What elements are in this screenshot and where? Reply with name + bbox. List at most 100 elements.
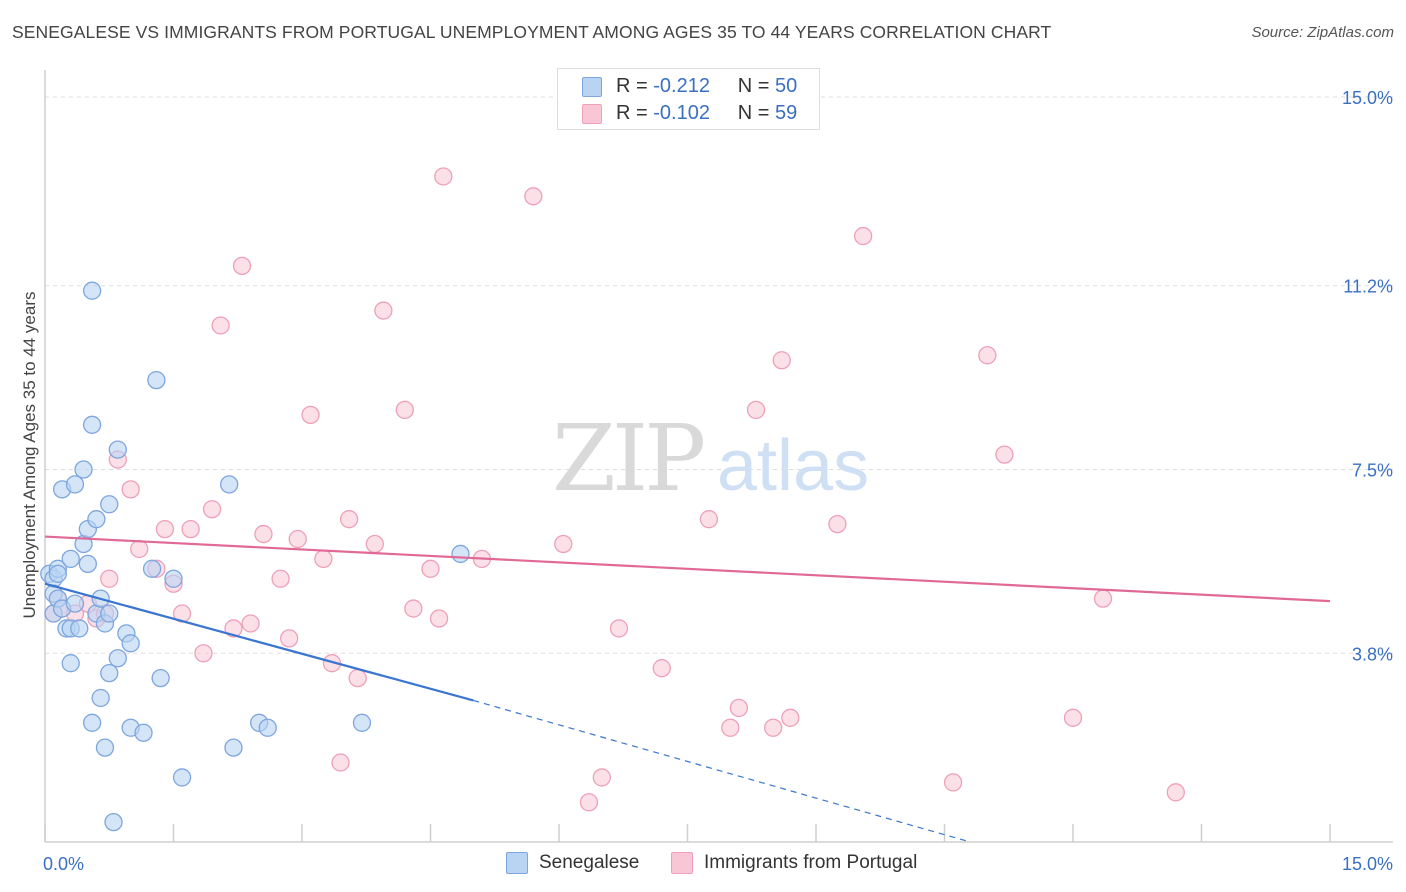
legend-n-label: N =	[737, 75, 770, 97]
trendline-portugal	[44, 535, 1331, 603]
grid-lines	[45, 96, 1393, 654]
point-portugal-42	[579, 793, 599, 812]
point-senegalese-9	[61, 549, 80, 569]
point-portugal-36	[421, 559, 440, 578]
tick-labels: 3.8% 7.5% 11.2% 15.0% 0.0% 15.0%	[43, 88, 1393, 874]
point-portugal-23	[271, 569, 290, 588]
chart-title: SENEGALESE VS IMMIGRANTS FROM PORTUGAL U…	[12, 22, 1052, 42]
y-tick-label-3: 15.0%	[1342, 88, 1393, 108]
point-portugal-47	[721, 718, 740, 737]
point-senegalese-37	[134, 723, 153, 742]
point-portugal-7	[100, 569, 119, 588]
legend-n-value-senegalese: 50	[775, 75, 798, 97]
point-portugal-16	[194, 644, 213, 663]
correlation-legend: R = -0.212 N = 50 R = -0.102 N = 59	[557, 68, 820, 130]
point-senegalese-22	[87, 510, 106, 529]
legend-r-value-portugal: -0.102	[653, 102, 710, 124]
point-senegalese-24	[91, 688, 110, 708]
point-portugal-54	[853, 226, 873, 246]
point-senegalese-48	[451, 544, 470, 564]
point-portugal-49	[746, 400, 766, 420]
point-senegalese-14	[70, 619, 89, 638]
point-portugal-33	[374, 301, 393, 320]
point-senegalese-39	[147, 370, 166, 390]
trendline-senegalese-extension	[473, 699, 971, 843]
bottom-legend-label-portugal: Immigrants from Portugal	[704, 852, 918, 873]
point-portugal-46	[699, 510, 719, 529]
point-portugal-58	[1063, 708, 1083, 727]
point-portugal-22	[254, 524, 273, 544]
bottom-legend-swatch-pink	[671, 852, 693, 874]
bottom-legend-swatch-blue	[506, 852, 528, 874]
y-tick-label-2: 11.2%	[1343, 277, 1393, 297]
y-tick-label-0: 3.8%	[1352, 644, 1393, 664]
point-portugal-19	[224, 619, 243, 638]
legend-n-label: N =	[737, 102, 770, 124]
point-portugal-30	[339, 510, 359, 529]
point-senegalese-44	[224, 738, 243, 757]
point-portugal-24	[279, 629, 299, 648]
point-portugal-31	[348, 668, 367, 688]
point-senegalese-18	[78, 554, 97, 574]
point-portugal-52	[781, 708, 800, 727]
point-senegalese-30	[100, 495, 119, 514]
legend-swatch-blue	[582, 77, 602, 97]
point-portugal-9	[121, 480, 140, 499]
point-portugal-17	[202, 500, 222, 519]
point-senegalese-16	[74, 460, 93, 479]
point-portugal-53	[828, 514, 847, 534]
y-axis-label: Unemployment Among Ages 35 to 44 years	[20, 291, 39, 619]
point-portugal-29	[331, 753, 350, 772]
point-portugal-51	[772, 351, 791, 370]
point-portugal-59	[1093, 589, 1113, 608]
point-senegalese-19	[82, 713, 102, 732]
point-senegalese-29	[100, 663, 119, 683]
x-tick-label-0: 0.0%	[43, 854, 84, 874]
point-senegalese-49	[48, 564, 67, 583]
point-senegalese-40	[151, 668, 170, 688]
trendline-senegalese	[44, 582, 474, 702]
point-portugal-44	[609, 619, 629, 638]
series-senegalese-points	[40, 281, 470, 832]
watermark: ZIP atlas	[552, 405, 869, 512]
bottom-legend-label-senegalese: Senegalese	[539, 852, 640, 873]
point-portugal-60	[1166, 783, 1185, 802]
point-senegalese-26	[95, 738, 115, 757]
point-senegalese-35	[121, 634, 140, 653]
legend-r-value-senegalese: -0.212	[653, 75, 710, 97]
point-senegalese-47	[352, 713, 372, 732]
point-portugal-10	[130, 539, 149, 559]
point-portugal-55	[943, 773, 963, 792]
point-portugal-43	[592, 768, 611, 787]
point-senegalese-42	[172, 768, 192, 787]
point-portugal-56	[978, 346, 997, 365]
point-portugal-45	[652, 659, 671, 678]
point-senegalese-43	[220, 475, 239, 494]
point-senegalese-38	[142, 559, 162, 578]
point-portugal-50	[764, 718, 783, 737]
point-portugal-35	[404, 599, 423, 618]
point-portugal-40	[524, 187, 543, 206]
point-senegalese-41	[164, 569, 183, 588]
point-portugal-25	[288, 529, 307, 549]
point-portugal-20	[232, 256, 252, 276]
x-tick-label-1: 15.0%	[1342, 854, 1393, 874]
point-senegalese-32	[108, 440, 127, 459]
y-tick-label-1: 7.5%	[1352, 461, 1393, 481]
point-senegalese-12	[65, 594, 85, 613]
point-portugal-26	[301, 405, 320, 425]
point-senegalese-28	[100, 604, 119, 623]
point-senegalese-46	[258, 718, 277, 737]
legend-n-value-portugal: 59	[775, 102, 798, 124]
axes	[44, 70, 1393, 843]
point-senegalese-20	[82, 281, 102, 300]
legend-r-label: R =	[616, 102, 648, 124]
point-portugal-21	[241, 614, 260, 633]
source-label: Source: ZipAtlas.com	[1251, 24, 1394, 41]
trend-lines	[44, 535, 1331, 843]
point-portugal-27	[314, 549, 333, 569]
point-portugal-12	[155, 519, 175, 539]
point-portugal-15	[181, 519, 200, 539]
point-senegalese-11	[61, 654, 80, 673]
